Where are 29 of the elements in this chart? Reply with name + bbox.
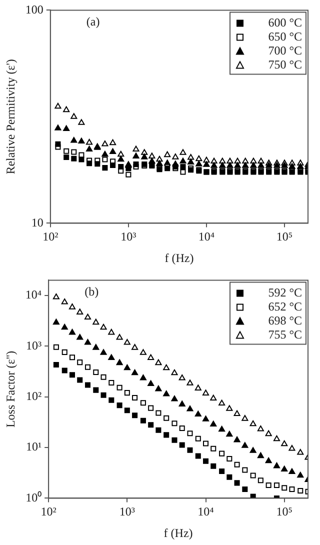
x-tick-label: 10⁵ — [276, 504, 292, 519]
legend-label: 700 °C — [268, 43, 302, 58]
x-tick-label: 10² — [40, 504, 57, 519]
x-tick-label: 10² — [42, 230, 59, 244]
y-axis-title: Relative Permitivity (ε') — [3, 59, 18, 174]
x-tick-label: 10³ — [119, 504, 136, 519]
y-tick-label: 10⁴ — [25, 288, 42, 302]
y-tick-label: 10 — [31, 215, 44, 230]
y-tick-label: 10² — [26, 388, 42, 403]
legend-label: 698 °C — [268, 313, 302, 328]
legend-label: 600 °C — [268, 15, 302, 30]
y-tick-label: 10⁰ — [26, 490, 42, 504]
legend-label: 650 °C — [268, 29, 302, 44]
x-tick-label: 10⁴ — [198, 230, 215, 244]
x-tick-label: 10⁵ — [276, 230, 293, 244]
y-tick-label: 10¹ — [26, 440, 42, 454]
legend-label: 652 °C — [268, 299, 302, 314]
legend-label: 755 °C — [268, 327, 302, 342]
y-tick-label: 100 — [25, 2, 44, 16]
x-axis-title: f (Hz) — [164, 526, 193, 540]
y-axis-title: Loss Factor (ε'') — [3, 350, 18, 428]
legend-label: 592 °C — [268, 285, 302, 300]
annotation: (a) — [86, 14, 100, 28]
y-tick-label: 10³ — [26, 338, 42, 352]
legend-label: 750 °C — [268, 57, 302, 72]
x-tick-label: 10³ — [120, 230, 137, 244]
x-tick-label: 10⁴ — [198, 504, 214, 519]
x-axis-title: f (Hz) — [164, 250, 194, 265]
annotation: (b) — [84, 284, 99, 298]
